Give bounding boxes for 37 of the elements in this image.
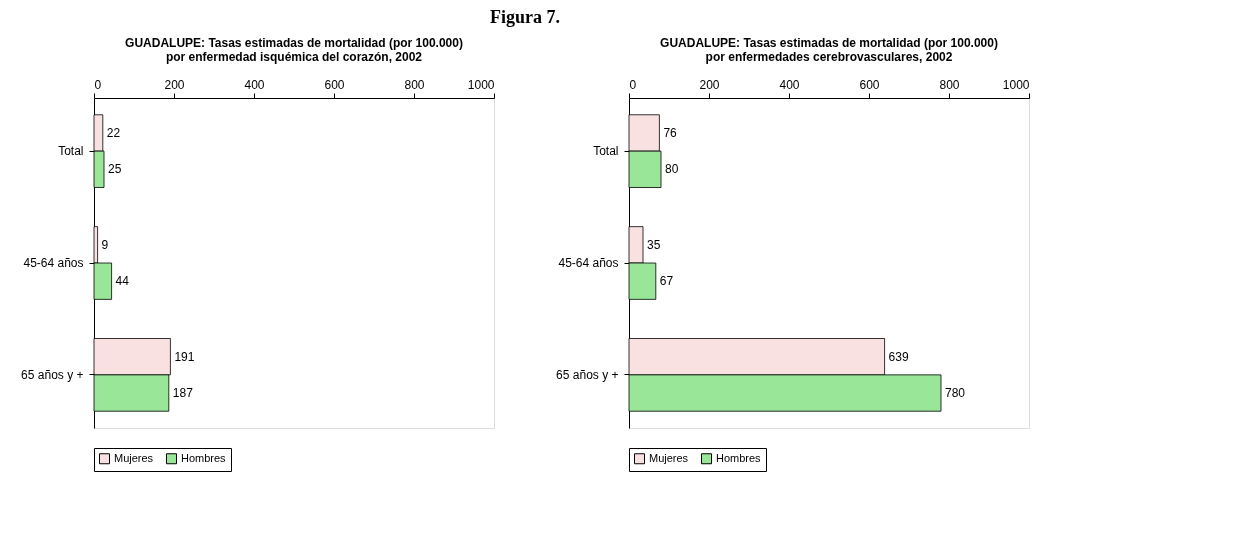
x-tick-label: 400 (244, 77, 265, 92)
legend-label: Hombres (716, 451, 762, 464)
y-tick-label: Total (593, 144, 619, 159)
data-label: 187 (172, 386, 194, 401)
y-tick-label: Total (58, 144, 84, 159)
data-label: 22 (106, 125, 121, 140)
data-label: 80 (665, 162, 679, 177)
x-tick-label: 600 (859, 77, 880, 92)
legend-label: Hombres (181, 451, 227, 464)
data-label: 76 (663, 125, 678, 140)
y-tick-label: 65 años y + (21, 367, 84, 382)
x-tick-label: 800 (404, 77, 425, 92)
data-label: 44 (115, 274, 130, 289)
x-tick-label: 600 (324, 77, 345, 92)
data-label: 25 (108, 162, 122, 177)
x-tick-label: 0 (629, 77, 637, 92)
legend-label: Mujeres (649, 451, 689, 464)
x-tick-label: 200 (699, 77, 720, 92)
data-label: 67 (659, 274, 674, 289)
x-tick-label: 1000 (467, 77, 495, 92)
chart-title: GUADALUPE: Tasas estimadas de mortalidad (por 100.000) por enfermedades cerebrovasculares, 2002 (660, 36, 998, 64)
legend-label: Mujeres (114, 451, 154, 464)
x-tick-label: 200 (164, 77, 185, 92)
x-tick-label: 400 (779, 77, 800, 92)
data-label: 9 (101, 237, 109, 252)
chart-title: GUADALUPE: Tasas estimadas de mortalidad (por 100.000) por enfermedad isquémica del corazón, 2002 (125, 36, 463, 64)
text: Figura 7. (490, 6, 561, 27)
y-tick-label: 45-64 años (23, 256, 84, 270)
x-tick-label: 800 (939, 77, 960, 92)
y-tick-label: 45-64 años (558, 256, 619, 270)
data-label: 639 (888, 349, 909, 364)
y-tick-label: 65 años y + (556, 367, 619, 382)
x-tick-label: 1000 (1002, 77, 1030, 92)
x-tick-label: 0 (94, 77, 102, 92)
data-label: 780 (945, 386, 966, 401)
data-label: 191 (174, 349, 195, 364)
data-label: 35 (647, 237, 661, 252)
